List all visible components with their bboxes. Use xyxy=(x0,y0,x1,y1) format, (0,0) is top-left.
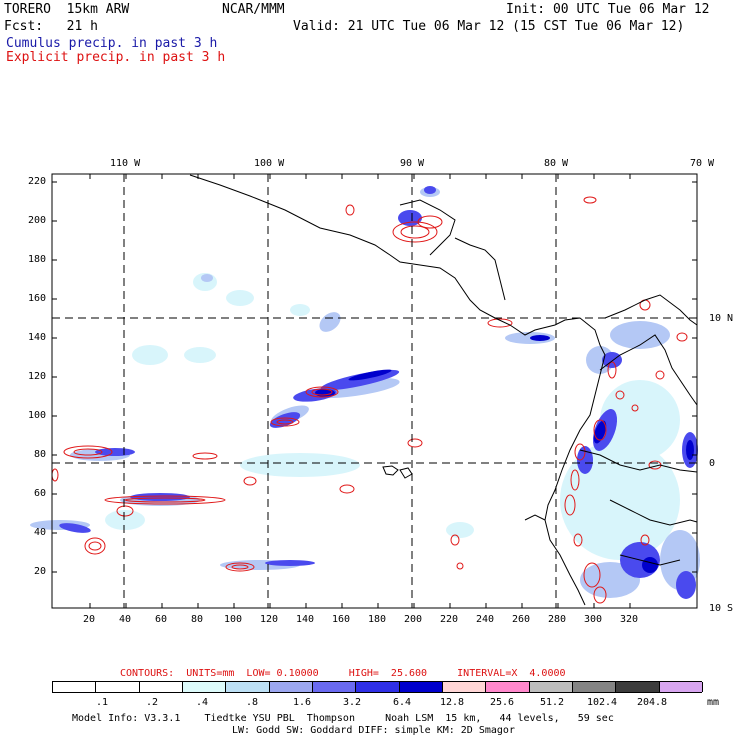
valid-time: Valid: 21 UTC Tue 06 Mar 12 (15 CST Tue … xyxy=(293,19,685,34)
axis-ticks xyxy=(52,174,697,608)
y-tick-label: 200 xyxy=(28,215,47,226)
y-tick-label: 180 xyxy=(28,254,47,265)
x-tick-label: 80 xyxy=(191,614,204,625)
graticule xyxy=(52,174,697,608)
lon-label-100w: 100 W xyxy=(254,158,285,169)
x-tick-label: 100 xyxy=(224,614,243,625)
colorbar-label: 6.4 xyxy=(392,697,412,708)
x-tick-label: 220 xyxy=(440,614,459,625)
colorbar-cell xyxy=(53,682,97,692)
organization-label: NCAR/MMM xyxy=(222,2,285,17)
cumulus-legend-label: Cumulus precip. in past 3 h xyxy=(6,36,218,51)
colorbar-label: 51.2 xyxy=(539,697,565,708)
lon-label-110w: 110 W xyxy=(110,158,141,169)
colorbar-label: 25.6 xyxy=(489,697,515,708)
colorbar-cell xyxy=(399,682,443,692)
y-tick-label: 220 xyxy=(28,176,47,187)
x-tick-label: 120 xyxy=(260,614,279,625)
colorbar-cell xyxy=(269,682,313,692)
y-tick-label: 100 xyxy=(28,410,47,421)
colorbar-cell xyxy=(616,682,660,692)
colorbar-cell xyxy=(529,682,573,692)
colorbar-cell xyxy=(573,682,617,692)
colorbar-label: 102.4 xyxy=(586,697,618,708)
x-tick-label: 20 xyxy=(83,614,96,625)
lon-label-80w: 80 W xyxy=(544,158,569,169)
y-tick-label: 20 xyxy=(34,566,47,577)
colorbar-cell xyxy=(486,682,530,692)
x-tick-label: 60 xyxy=(155,614,168,625)
explicit-precip-contours xyxy=(51,196,688,604)
colorbar-cell xyxy=(356,682,400,692)
colorbar-cell xyxy=(659,682,703,692)
x-tick-label: 300 xyxy=(584,614,603,625)
colorbar-unit: mm xyxy=(707,697,720,708)
contours-info: CONTOURS: UNITS=mm LOW= 0.10000 HIGH= 25… xyxy=(120,668,566,679)
y-tick-label: 80 xyxy=(34,449,47,460)
y-tick-label: 40 xyxy=(34,527,47,538)
x-tick-label: 140 xyxy=(296,614,315,625)
x-tick-label: 240 xyxy=(476,614,495,625)
x-tick-label: 320 xyxy=(620,614,639,625)
y-tick-label: 160 xyxy=(28,293,47,304)
colorbar-label: 12.8 xyxy=(439,697,465,708)
x-tick-label: 160 xyxy=(332,614,351,625)
colorbar-cell xyxy=(96,682,140,692)
colorbar-label: .4 xyxy=(195,697,209,708)
colorbar-label: .8 xyxy=(245,697,259,708)
model-info-line2: LW: Godd SW: Goddard DIFF: simple KM: 2D… xyxy=(232,725,515,736)
y-tick-label: 60 xyxy=(34,488,47,499)
lat-label-0: 0 xyxy=(709,458,716,469)
cumulus-precip-areas xyxy=(30,186,700,599)
colorbar-cell xyxy=(313,682,357,692)
init-time: Init: 00 UTC Tue 06 Mar 12 xyxy=(506,2,710,17)
y-tick-label: 140 xyxy=(28,332,47,343)
map-frame xyxy=(51,173,698,609)
x-tick-label: 40 xyxy=(119,614,132,625)
lat-label-10n: 10 N xyxy=(709,313,734,324)
forecast-hour: Fcst: 21 h xyxy=(4,19,98,34)
colorbar-label: 204.8 xyxy=(636,697,668,708)
x-tick-label: 200 xyxy=(404,614,423,625)
y-tick-label: 120 xyxy=(28,371,47,382)
x-tick-label: 280 xyxy=(548,614,567,625)
x-tick-label: 180 xyxy=(368,614,387,625)
colorbar-cell xyxy=(183,682,227,692)
model-info-line1: Model Info: V3.3.1 Tiedtke YSU PBL Thomp… xyxy=(72,713,614,724)
model-title: TORERO 15km ARW xyxy=(4,2,130,17)
lon-label-70w: 70 W xyxy=(690,158,715,169)
colorbar-label: 1.6 xyxy=(292,697,312,708)
lon-label-90w: 90 W xyxy=(400,158,425,169)
colorbar-cell xyxy=(139,682,183,692)
colorbar-cell xyxy=(226,682,270,692)
colorbar-label: .1 xyxy=(95,697,109,708)
colorbar-label: .2 xyxy=(145,697,159,708)
colorbar-label: 3.2 xyxy=(342,697,362,708)
colorbar xyxy=(52,681,703,693)
explicit-legend-label: Explicit precip. in past 3 h xyxy=(6,50,226,65)
x-tick-label: 260 xyxy=(512,614,531,625)
colorbar-cell xyxy=(443,682,487,692)
lat-label-10s: 10 S xyxy=(709,603,734,614)
coastlines xyxy=(189,174,698,606)
